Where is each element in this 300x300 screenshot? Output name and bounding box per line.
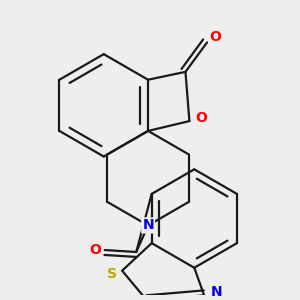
Text: O: O xyxy=(89,243,101,257)
Text: O: O xyxy=(209,30,221,44)
Text: O: O xyxy=(195,111,207,125)
Text: N: N xyxy=(142,218,154,233)
Text: S: S xyxy=(107,267,117,281)
Text: N: N xyxy=(211,285,223,299)
